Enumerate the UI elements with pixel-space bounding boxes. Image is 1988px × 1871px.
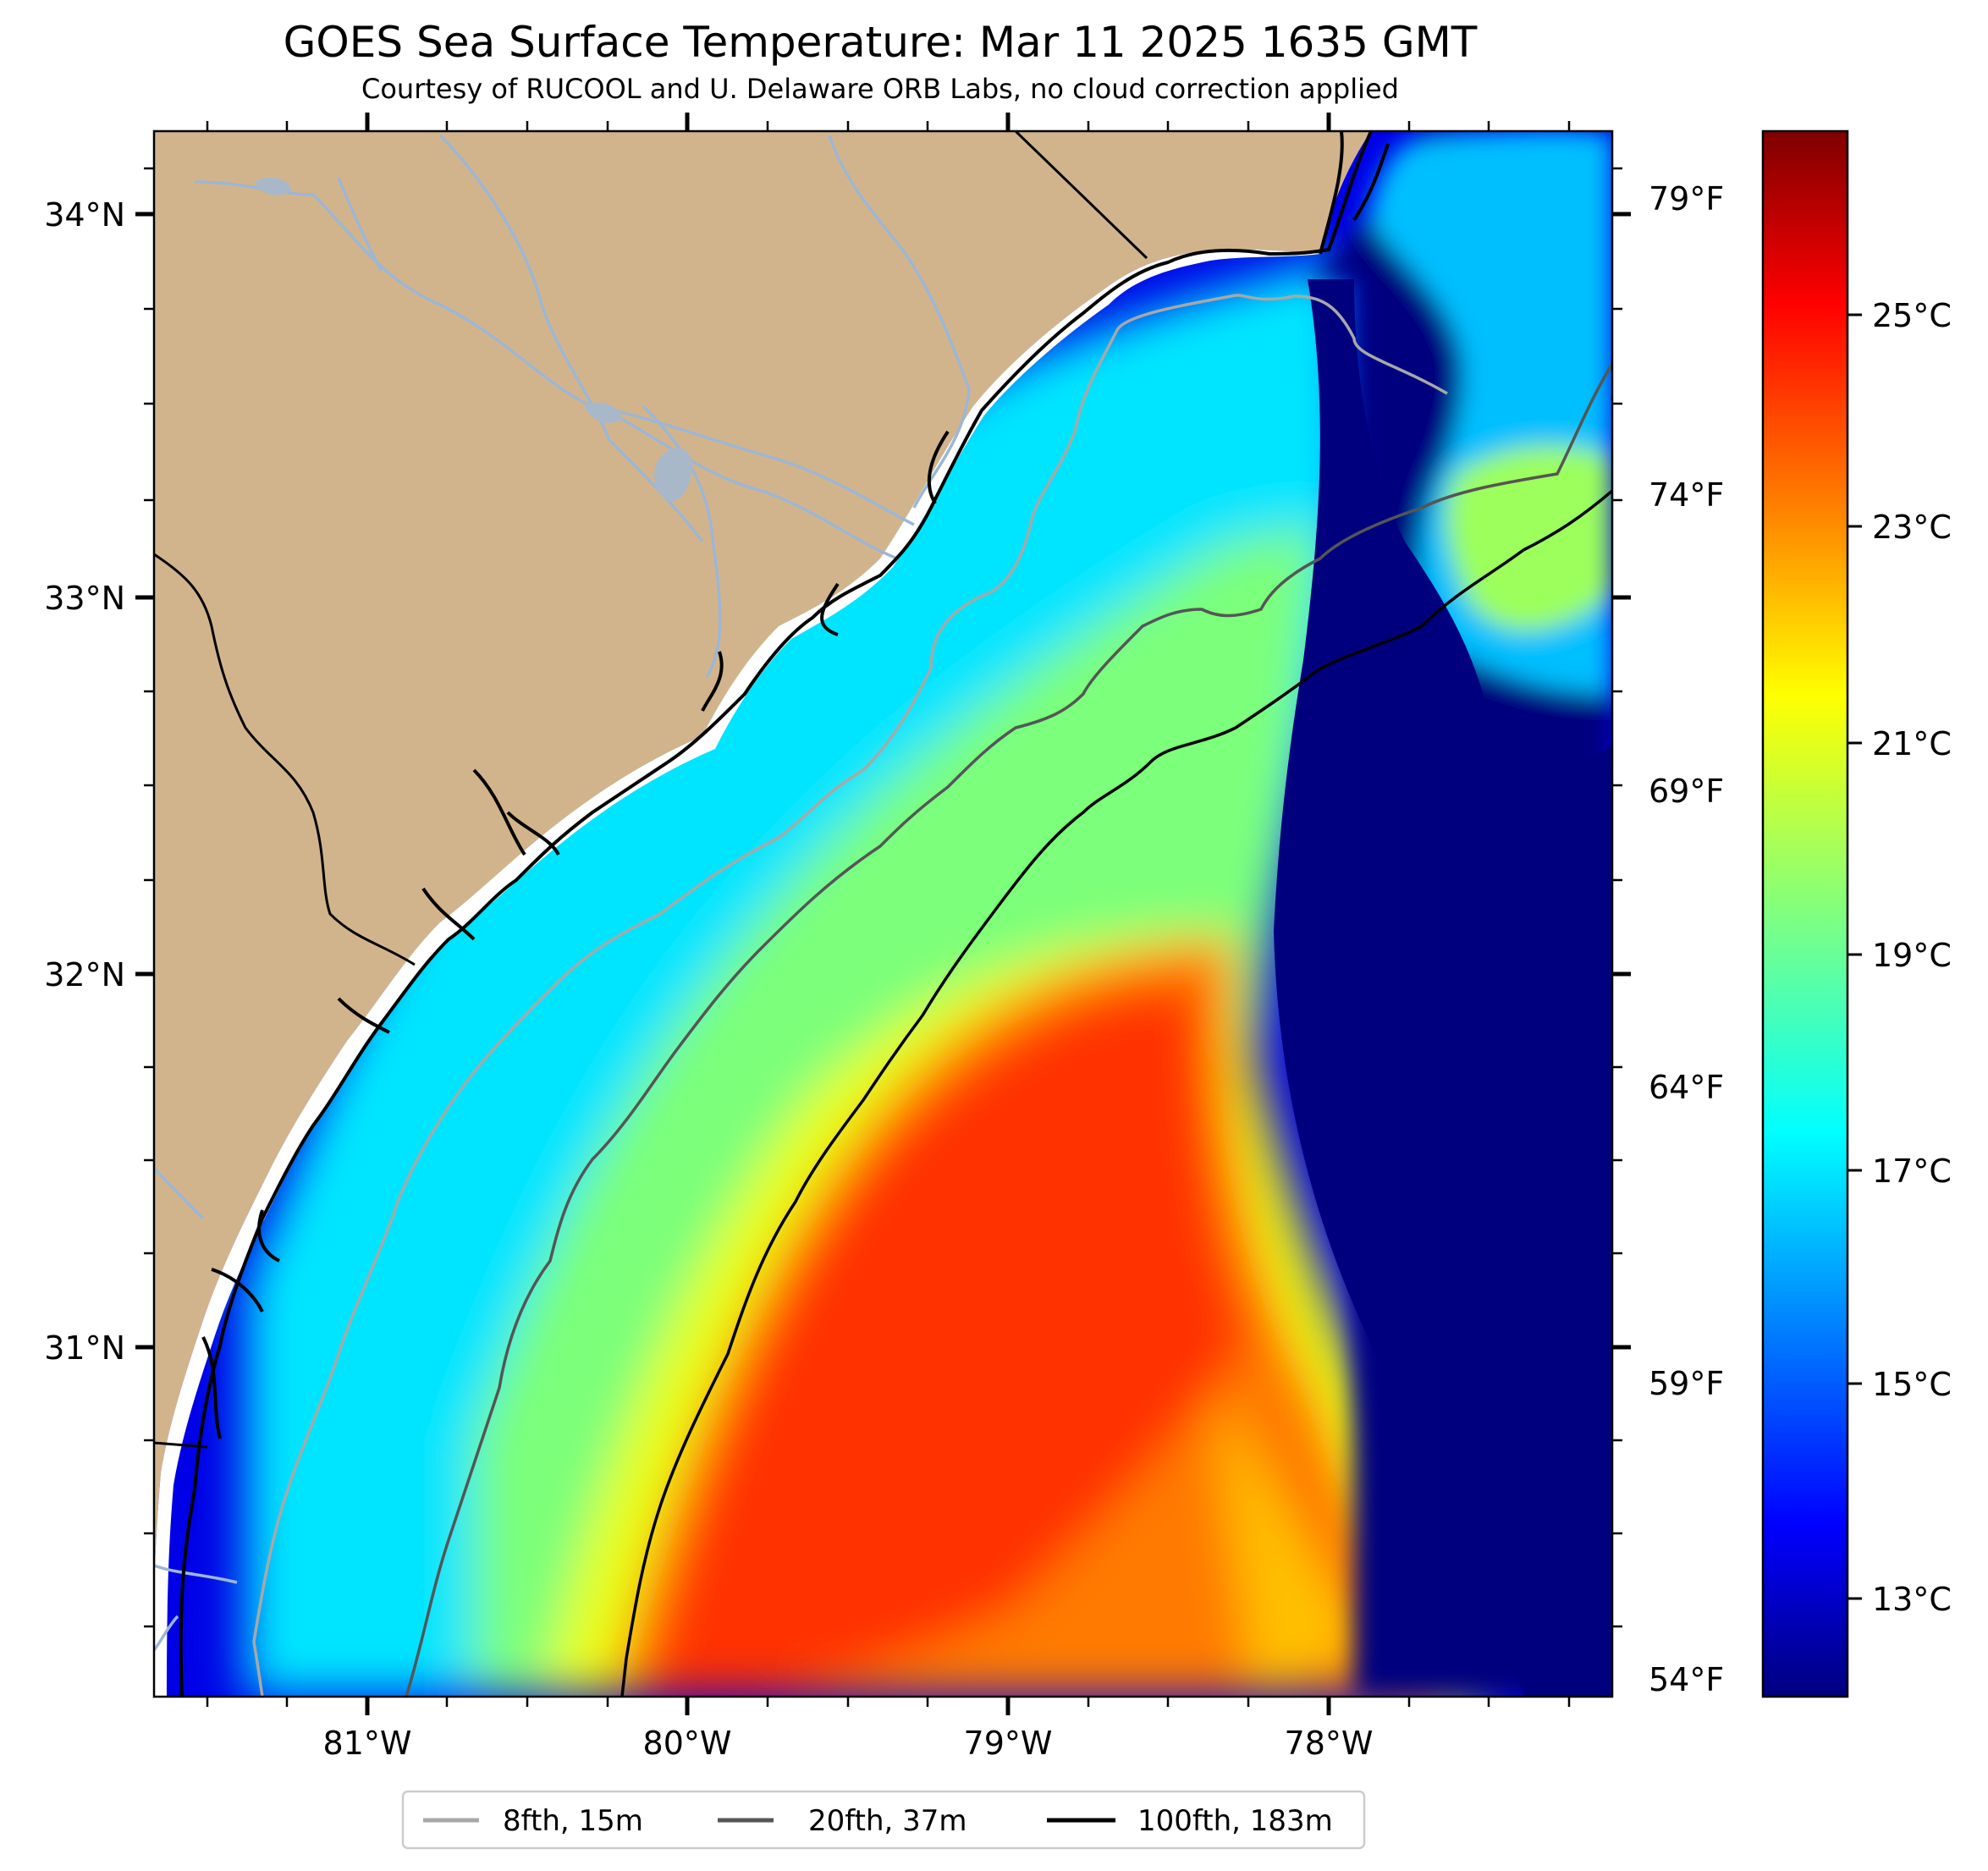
colorbar-tick-17: 17°C (1872, 1153, 1952, 1190)
colorbar-tick-23: 23°C (1872, 509, 1952, 546)
legend-item-8fth: 8fth, 15m (423, 1804, 643, 1838)
f-label-59: 59°F (1649, 1365, 1724, 1402)
colorbar-tick-19: 19°C (1872, 937, 1952, 974)
f-label-74: 74°F (1649, 476, 1724, 514)
lat-label-34: 34°N (44, 196, 125, 234)
legend: 8fth, 15m 20fth, 37m 100fth, 183m (401, 1790, 1366, 1850)
legend-label-20fth: 20fth, 37m (808, 1804, 967, 1838)
legend-item-20fth: 20fth, 37m (718, 1804, 967, 1838)
fahrenheit-labels: 79°F 74°F 69°F 64°F 59°F 54°F (1649, 180, 1724, 1698)
latitude-labels: 34°N 33°N 32°N 31°N (44, 196, 125, 1367)
legend-label-8fth: 8fth, 15m (503, 1804, 643, 1838)
lon-label-80: 80°W (643, 1725, 732, 1762)
lat-label-32: 32°N (44, 956, 125, 993)
legend-label-100fth: 100fth, 183m (1137, 1804, 1333, 1838)
contour-8fth (252, 294, 1448, 1697)
sst-field (154, 131, 1612, 1697)
colorbar-tick-21: 21°C (1872, 725, 1952, 762)
map-subtitle: Courtesy of RUCOOL and U. Delaware ORB L… (361, 73, 1399, 105)
lon-label-81: 81°W (323, 1725, 412, 1762)
axis-ticks (135, 113, 1631, 1715)
coastline (179, 131, 1390, 1697)
f-label-54: 54°F (1649, 1661, 1724, 1698)
contour-20fth (405, 363, 1612, 1697)
lat-label-31: 31°N (44, 1329, 125, 1367)
lat-label-33: 33°N (44, 580, 125, 617)
colorbar-tick-13: 13°C (1872, 1581, 1952, 1618)
colorbar-gradient (1761, 129, 1849, 1698)
lon-label-79: 79°W (964, 1725, 1053, 1762)
longitude-labels: 81°W 80°W 79°W 78°W (323, 1725, 1374, 1762)
f-label-69: 69°F (1649, 773, 1724, 810)
legend-box (401, 1790, 1366, 1850)
f-label-79: 79°F (1649, 180, 1724, 217)
map-panel (154, 131, 1612, 1697)
colorbar-tick-25: 25°C (1872, 297, 1952, 334)
lakes (254, 177, 693, 502)
legend-item-100fth: 100fth, 183m (1047, 1804, 1333, 1838)
colorbar-tick-15: 15°C (1872, 1366, 1952, 1403)
map-title: GOES Sea Surface Temperature: Mar 11 202… (283, 18, 1478, 67)
f-label-64: 64°F (1649, 1069, 1724, 1106)
contour-100fth (620, 489, 1612, 1697)
colorbar: 25°C 23°C 21°C 19°C 17°C 15°C 13°C (1761, 129, 1952, 1698)
rivers (154, 134, 971, 1652)
lon-label-78: 78°W (1285, 1725, 1374, 1762)
land-area (154, 131, 1371, 1608)
map-frame (152, 129, 1614, 1698)
